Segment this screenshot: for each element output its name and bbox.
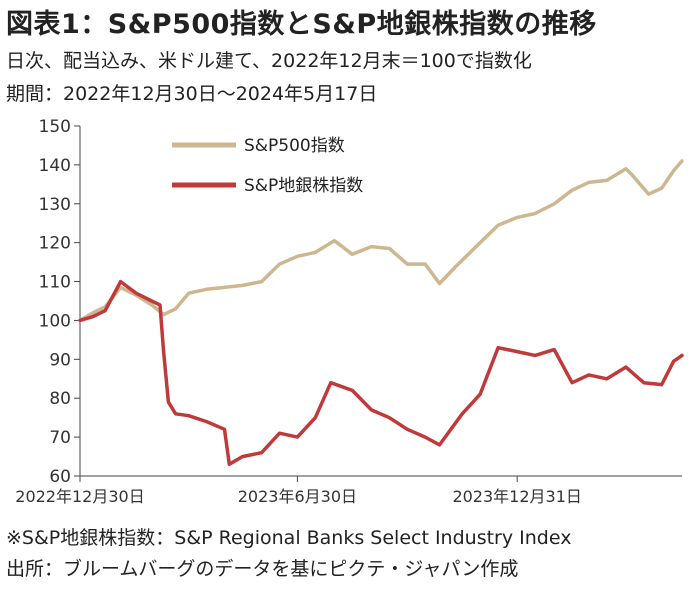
x-tick-label: 2022年12月30日: [15, 487, 144, 506]
legend: S&P500指数 S&P地銀株指数: [172, 136, 363, 196]
series-lines: [78, 159, 684, 467]
series-line-1: [78, 159, 684, 323]
chart-title: 図表1：S&P500指数とS&P地銀株指数の推移: [6, 9, 597, 40]
y-tick-label: 120: [39, 234, 71, 254]
y-tick-label: 140: [39, 156, 71, 176]
y-tick-label: 90: [49, 350, 71, 370]
chart-period: 期間：2022年12月30日～2024年5月17日: [6, 83, 378, 105]
chart-subtitle: 日次、配当込み、米ドル建て、2022年12月末＝100で指数化: [6, 50, 532, 72]
y-tick-label: 100: [39, 311, 71, 331]
y-axis-ticks: 60 70 80 90 100 110 120 130 140 150: [39, 117, 80, 487]
source-note: 出所：ブルームバーグのデータを基にピクテ・ジャパン作成: [6, 558, 519, 580]
y-tick-label: 150: [39, 117, 71, 137]
y-tick-label: 60: [49, 467, 71, 487]
y-tick-label: 70: [49, 428, 71, 448]
legend-label-1: S&P500指数: [244, 136, 345, 156]
footnote: ※S&P地銀株指数：S&P Regional Banks Select Indu…: [6, 527, 572, 549]
y-tick-label: 130: [39, 195, 71, 215]
legend-label-2: S&P地銀株指数: [244, 176, 363, 196]
x-axis-ticks: 2022年12月30日 2023年6月30日 2023年12月31日: [15, 476, 582, 506]
y-tick-label: 80: [49, 389, 71, 409]
x-tick-label: 2023年12月31日: [452, 487, 581, 506]
y-tick-label: 110: [39, 273, 71, 293]
series-line-2: [78, 279, 684, 467]
x-tick-label: 2023年6月30日: [238, 487, 357, 506]
